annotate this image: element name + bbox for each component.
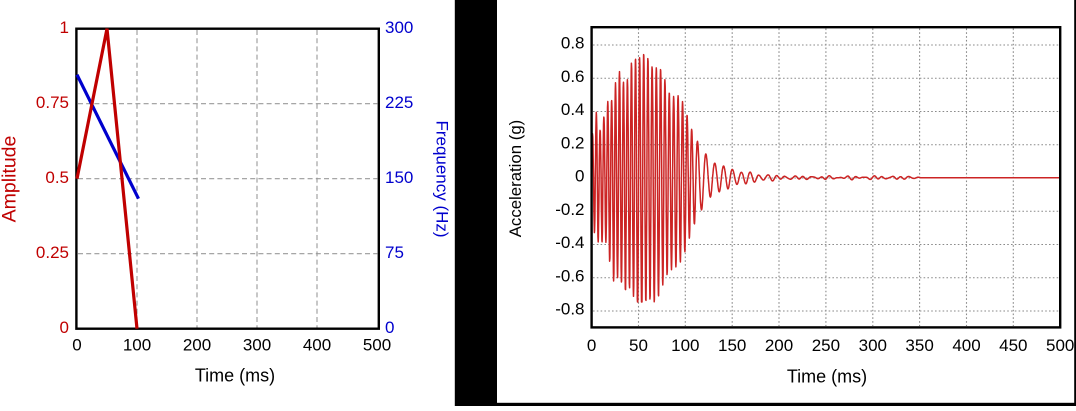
svg-text:Frequency (Hz): Frequency (Hz) xyxy=(433,120,452,237)
svg-text:500: 500 xyxy=(363,336,391,355)
svg-text:0.4: 0.4 xyxy=(561,100,585,119)
svg-text:Acceleration (g): Acceleration (g) xyxy=(506,120,525,238)
svg-text:0.6: 0.6 xyxy=(561,67,585,86)
svg-text:Time (ms): Time (ms) xyxy=(787,367,867,387)
svg-text:150: 150 xyxy=(718,336,746,355)
svg-text:500: 500 xyxy=(1046,336,1074,355)
svg-text:0.75: 0.75 xyxy=(36,93,69,112)
svg-text:1: 1 xyxy=(60,18,69,37)
svg-text:0: 0 xyxy=(587,336,596,355)
svg-text:-0.8: -0.8 xyxy=(555,300,584,319)
svg-text:225: 225 xyxy=(385,93,413,112)
svg-text:200: 200 xyxy=(765,336,793,355)
svg-text:0: 0 xyxy=(385,318,394,337)
svg-text:250: 250 xyxy=(812,336,840,355)
svg-text:400: 400 xyxy=(952,336,980,355)
svg-text:Time (ms): Time (ms) xyxy=(195,366,275,386)
svg-text:0: 0 xyxy=(575,167,584,186)
svg-text:150: 150 xyxy=(385,168,413,187)
svg-text:400: 400 xyxy=(303,336,331,355)
svg-text:0.25: 0.25 xyxy=(36,243,69,262)
svg-text:350: 350 xyxy=(905,336,933,355)
svg-text:75: 75 xyxy=(385,243,404,262)
svg-text:300: 300 xyxy=(385,18,413,37)
svg-text:300: 300 xyxy=(859,336,887,355)
svg-text:200: 200 xyxy=(183,336,211,355)
svg-text:0.5: 0.5 xyxy=(45,168,69,187)
svg-text:450: 450 xyxy=(999,336,1027,355)
svg-text:50: 50 xyxy=(629,336,648,355)
svg-text:-0.6: -0.6 xyxy=(555,266,584,285)
svg-text:-0.4: -0.4 xyxy=(555,233,584,252)
svg-text:100: 100 xyxy=(671,336,699,355)
svg-text:Amplitude: Amplitude xyxy=(0,136,21,223)
svg-text:300: 300 xyxy=(243,336,271,355)
svg-text:0: 0 xyxy=(72,336,81,355)
svg-text:0.2: 0.2 xyxy=(561,133,585,152)
svg-text:0.8: 0.8 xyxy=(561,34,585,53)
svg-text:100: 100 xyxy=(123,336,151,355)
svg-text:0: 0 xyxy=(60,318,69,337)
svg-text:-0.2: -0.2 xyxy=(555,200,584,219)
